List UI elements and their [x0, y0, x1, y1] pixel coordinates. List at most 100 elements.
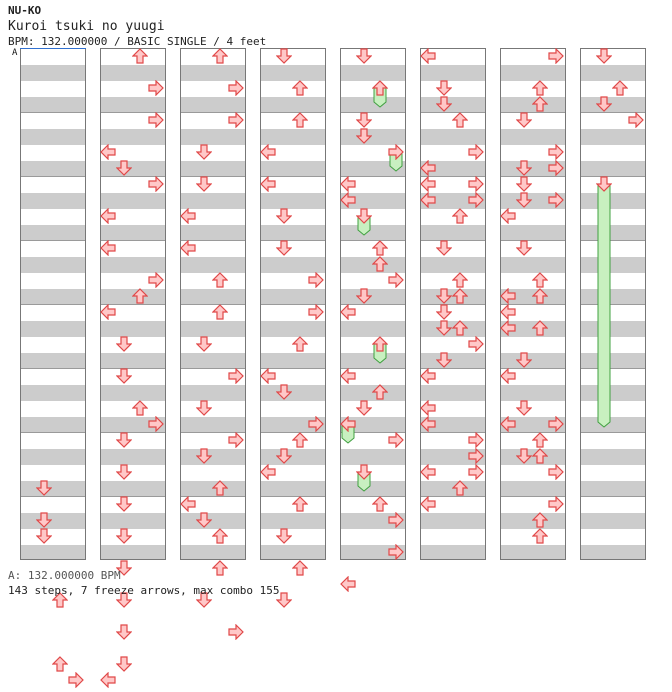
arrow-up-icon — [451, 480, 469, 500]
artist-name: NU-KO — [8, 4, 42, 17]
chart-stats: 143 steps, 7 freeze arrows, max combo 15… — [8, 584, 280, 597]
arrow-right-icon — [468, 431, 484, 452]
chart-column — [180, 48, 246, 560]
arrow-up-icon — [211, 304, 229, 324]
arrow-up-icon — [291, 80, 309, 100]
arrow-right-icon — [228, 111, 244, 132]
arrow-down-icon — [515, 352, 533, 372]
arrow-up-icon — [291, 336, 309, 356]
measure-line — [421, 368, 485, 369]
arrow-left-icon — [420, 367, 436, 388]
measure-line — [501, 176, 565, 177]
arrow-left-icon — [100, 143, 116, 164]
measure-line — [261, 176, 325, 177]
arrow-left-icon — [500, 207, 516, 228]
arrow-up-icon — [51, 592, 69, 612]
arrow-down-icon — [435, 320, 453, 340]
measure-line — [101, 176, 165, 177]
arrow-left-icon — [100, 207, 116, 228]
arrow-left-icon — [500, 287, 516, 308]
arrow-right-icon — [388, 271, 404, 292]
arrow-down-icon — [195, 144, 213, 164]
measure-line — [181, 368, 245, 369]
measure-line — [421, 304, 485, 305]
arrow-down-icon — [355, 288, 373, 308]
arrow-up-icon — [211, 528, 229, 548]
arrow-left-icon — [340, 175, 356, 196]
arrow-right-icon — [468, 191, 484, 212]
arrow-up-icon — [531, 528, 549, 548]
arrow-left-icon — [340, 191, 356, 212]
arrow-down-icon — [435, 80, 453, 100]
arrow-up-icon — [291, 560, 309, 580]
arrow-down-icon — [435, 96, 453, 116]
measure-line — [261, 432, 325, 433]
arrow-right-icon — [388, 431, 404, 452]
arrow-right-icon — [308, 271, 324, 292]
arrow-left-icon — [260, 367, 276, 388]
arrow-down-icon — [115, 160, 133, 180]
arrow-left-icon — [340, 303, 356, 324]
bpm-legend: A: 132.000000 BPM — [8, 569, 121, 582]
arrow-up-icon — [51, 656, 69, 676]
measure-line — [341, 368, 405, 369]
arrow-up-icon — [531, 80, 549, 100]
measure-line — [21, 176, 85, 177]
arrow-right-icon — [228, 623, 244, 644]
arrow-right-icon — [148, 415, 164, 436]
arrow-up-icon — [451, 288, 469, 308]
measure-line — [261, 240, 325, 241]
arrow-down-icon — [515, 192, 533, 212]
arrow-down-icon — [115, 464, 133, 484]
chart-column — [580, 48, 646, 560]
arrow-down-icon — [515, 240, 533, 260]
arrow-down-icon — [435, 352, 453, 372]
arrow-down-icon — [515, 176, 533, 196]
arrow-down-icon — [115, 368, 133, 388]
arrow-down-icon — [115, 656, 133, 676]
measure-line — [101, 240, 165, 241]
arrow-down-icon — [515, 400, 533, 420]
arrow-down-icon — [355, 208, 373, 228]
arrow-up-icon — [211, 272, 229, 292]
arrow-right-icon — [228, 367, 244, 388]
measure-line — [181, 496, 245, 497]
measure-line — [421, 240, 485, 241]
arrow-up-icon — [371, 256, 389, 276]
arrow-up-icon — [531, 512, 549, 532]
arrow-down-icon — [195, 400, 213, 420]
arrow-down-icon — [115, 624, 133, 644]
arrow-left-icon — [340, 367, 356, 388]
measure-line — [501, 432, 565, 433]
arrow-left-icon — [180, 495, 196, 516]
arrow-up-icon — [531, 96, 549, 116]
arrow-down-icon — [275, 384, 293, 404]
arrow-up-icon — [371, 240, 389, 260]
arrow-down-icon — [355, 112, 373, 132]
measure-line — [21, 432, 85, 433]
measure-line — [341, 432, 405, 433]
measure-line — [501, 112, 565, 113]
arrow-right-icon — [468, 143, 484, 164]
arrow-up-icon — [531, 320, 549, 340]
measure-line — [501, 368, 565, 369]
arrow-down-icon — [115, 592, 133, 612]
chart-column — [340, 48, 406, 560]
arrow-up-icon — [131, 288, 149, 308]
arrow-right-icon — [548, 159, 564, 180]
arrow-left-icon — [500, 367, 516, 388]
arrow-down-icon — [35, 528, 53, 548]
arrow-left-icon — [420, 47, 436, 68]
arrow-down-icon — [275, 448, 293, 468]
arrow-left-icon — [100, 671, 116, 692]
measure-line — [261, 304, 325, 305]
measure-line — [581, 496, 645, 497]
arrow-up-icon — [531, 272, 549, 292]
arrow-right-icon — [468, 447, 484, 468]
arrow-up-icon — [531, 432, 549, 452]
arrow-up-icon — [451, 272, 469, 292]
measure-line — [501, 304, 565, 305]
arrow-down-icon — [195, 592, 213, 612]
measure-line — [501, 240, 565, 241]
measure-line — [421, 432, 485, 433]
